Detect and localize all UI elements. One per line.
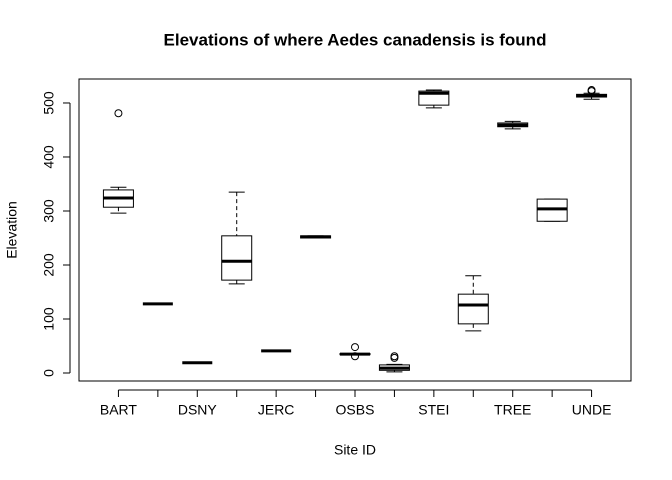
x-tick-label: UNDE xyxy=(572,402,612,418)
outlier xyxy=(351,352,359,361)
y-tick-label: 400 xyxy=(41,145,57,169)
y-tick-label: 0 xyxy=(41,369,57,377)
y-tick-label: 200 xyxy=(41,253,57,277)
x-tick-label: BART xyxy=(100,402,138,418)
y-axis-label: Elevation xyxy=(4,201,20,259)
x-tick-label: OSBS xyxy=(336,402,375,418)
y-tick-label: 100 xyxy=(41,307,57,331)
outlier xyxy=(587,87,596,96)
x-tick-label: STEI xyxy=(418,402,449,418)
outlier xyxy=(390,353,399,362)
x-tick-label: TREE xyxy=(494,402,531,418)
y-tick-label: 300 xyxy=(41,199,57,223)
chart-title: Elevations of where Aedes canadensis is … xyxy=(164,30,547,49)
box xyxy=(457,293,489,325)
box xyxy=(221,235,253,281)
outlier xyxy=(390,352,399,361)
x-tick-label: DSNY xyxy=(178,402,218,418)
x-axis-label: Site ID xyxy=(334,442,376,458)
plot-frame xyxy=(78,78,632,382)
outlier xyxy=(114,109,123,118)
x-tick-label: JERC xyxy=(258,402,295,418)
outlier xyxy=(351,343,359,352)
y-tick-label: 500 xyxy=(41,91,57,115)
